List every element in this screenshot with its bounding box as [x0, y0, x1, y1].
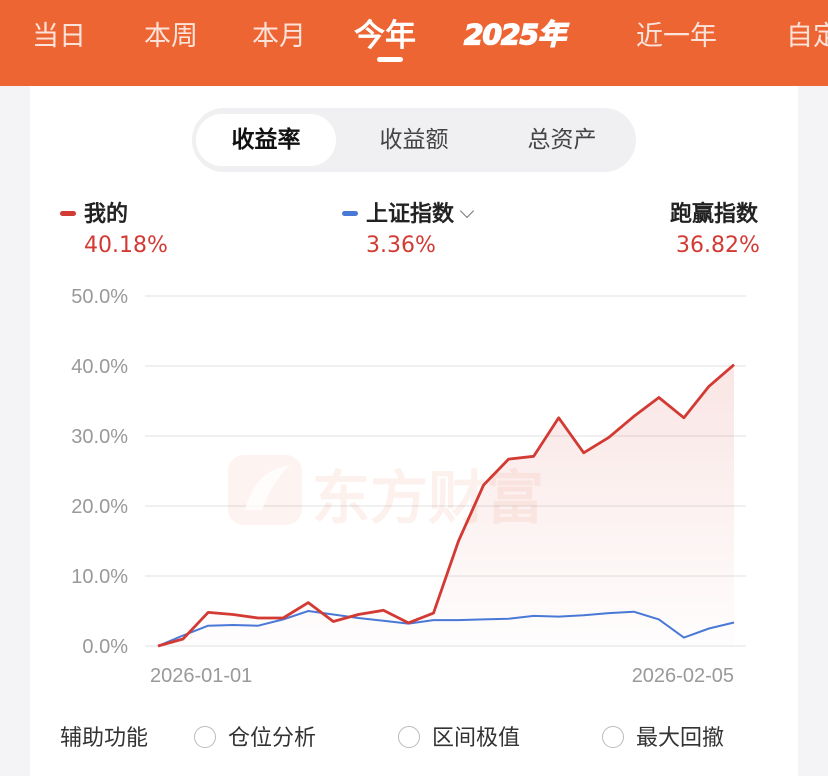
- option-label: 区间极值: [432, 726, 521, 751]
- return-line-chart[interactable]: 东方财富 50.0%40.0%30.0%20.0%10.0%0.0% 2026-…: [0, 270, 828, 700]
- legend-mine-label: 我的: [84, 202, 129, 227]
- radio-icon[interactable]: [194, 726, 216, 748]
- radio-icon[interactable]: [398, 726, 420, 748]
- legend-beat-label: 跑赢指数: [670, 202, 759, 227]
- x-tick-label: 2026-02-05: [632, 665, 734, 687]
- option-label: 仓位分析: [228, 726, 317, 751]
- option-label: 最大回撤: [636, 726, 725, 751]
- legend-index-value: 3.36%: [366, 233, 436, 258]
- metric-segment-control: 收益率 收益额 总资产: [192, 108, 636, 172]
- option-position-analysis[interactable]: 仓位分析: [194, 720, 316, 752]
- option-interval-extremes[interactable]: 区间极值: [398, 720, 520, 752]
- option-max-drawdown[interactable]: 最大回撤: [602, 720, 724, 752]
- legend-index-marker: [342, 210, 358, 216]
- legend-beat-value: 36.82%: [676, 233, 760, 258]
- tab-custom[interactable]: 自定: [786, 21, 828, 52]
- radio-icon[interactable]: [602, 726, 624, 748]
- segment-return-rate[interactable]: 收益率: [196, 114, 336, 166]
- tab-this-month[interactable]: 本月: [252, 21, 306, 52]
- series-index-line: [157, 610, 735, 647]
- tab-2025[interactable]: 2025年: [463, 17, 566, 52]
- segment-return-amount[interactable]: 收益额: [379, 127, 449, 153]
- tab-this-week[interactable]: 本周: [144, 21, 198, 52]
- period-tab-bar: 当日 本周 本月 今年 2025年 近一年 自定: [0, 0, 828, 86]
- legend-mine-value: 40.18%: [84, 233, 168, 258]
- y-tick-label: 10.0%: [71, 566, 128, 588]
- segment-total-assets[interactable]: 总资产: [527, 127, 597, 153]
- series-mine-area: [158, 364, 734, 646]
- y-tick-label: 40.0%: [71, 356, 128, 378]
- tab-this-year[interactable]: 今年: [354, 18, 416, 54]
- legend-index[interactable]: 上证指数: [342, 196, 475, 228]
- tab-today[interactable]: 当日: [32, 21, 86, 52]
- auxiliary-title: 辅助功能: [60, 726, 149, 751]
- y-tick-label: 50.0%: [71, 286, 128, 308]
- y-tick-label: 20.0%: [71, 496, 128, 518]
- tab-past-year[interactable]: 近一年: [636, 21, 717, 52]
- x-tick-label: 2026-01-01: [150, 665, 252, 687]
- legend-index-label: 上证指数: [366, 202, 455, 227]
- y-tick-label: 0.0%: [82, 636, 128, 658]
- series-mine-line: [157, 363, 735, 648]
- legend-mine-marker: [60, 210, 76, 216]
- chevron-down-icon[interactable]: [459, 203, 475, 219]
- active-tab-indicator: [377, 57, 403, 62]
- legend-mine: 我的: [60, 196, 128, 228]
- y-tick-label: 30.0%: [71, 426, 128, 448]
